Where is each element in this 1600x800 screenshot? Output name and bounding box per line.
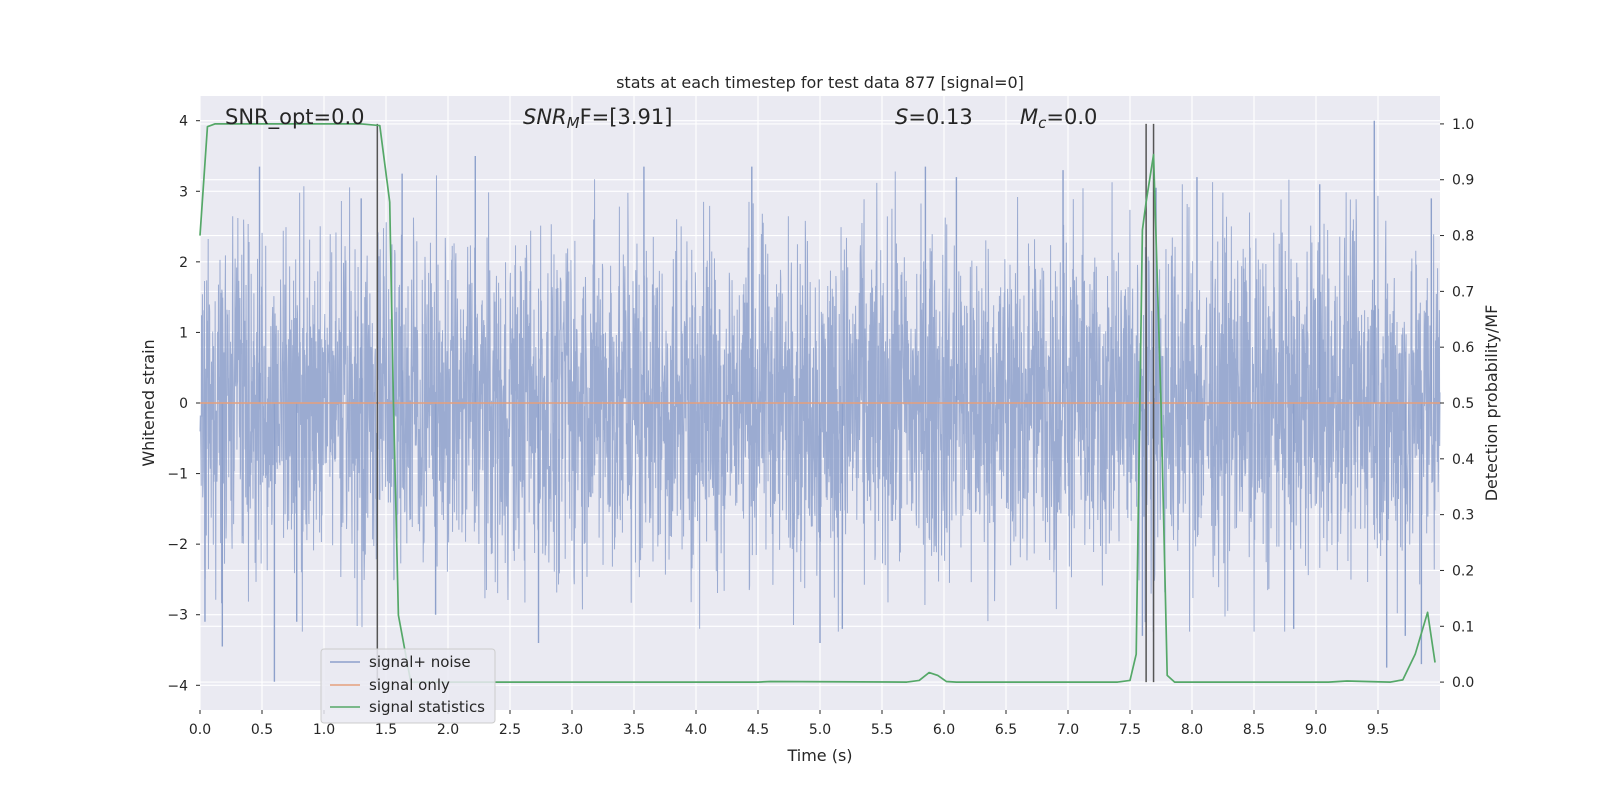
x-axis-ticks: 0.0 0.5 1.0 1.5 2.0 2.5 3.0 3.5 4.0 4.5 5.0 5.5 6.0 6…: [189, 710, 1389, 738]
annotation-s: S=0.13: [895, 105, 973, 129]
y-right-tick-label: 0.6: [1452, 340, 1474, 356]
y-right-axis-label: Detection probability/MF: [1482, 305, 1501, 502]
y-left-tick-label: 2: [179, 255, 188, 271]
legend: signal+ noise signal only signal statist…: [320, 648, 496, 724]
y-right-tick-label: 0.0: [1452, 675, 1474, 691]
x-tick-label: 4.5: [747, 722, 769, 738]
y-right-tick-label: 0.5: [1452, 396, 1474, 412]
y-right-tick-label: 0.9: [1452, 173, 1474, 189]
annotation-snr-mf: SNRMF=[3.91]: [523, 105, 672, 132]
legend-box: [320, 648, 496, 724]
x-tick-label: 1.0: [313, 722, 335, 738]
y-right-axis-ticks: 0.0 0.1 0.2 0.3 0.4 0.5 0.6 0.7 0.8 0.9 1.0: [1440, 117, 1474, 691]
x-tick-label: 2.5: [499, 722, 521, 738]
x-tick-label: 6.0: [933, 722, 955, 738]
y-left-axis-ticks: −4 −3 −2 −1 0 1 2 3 4: [167, 114, 200, 694]
y-left-tick-label: 3: [179, 184, 188, 200]
x-tick-label: 0.5: [251, 722, 273, 738]
x-tick-label: 0.0: [189, 722, 211, 738]
annotation-snr-opt: SNR_opt=0.0: [225, 105, 365, 130]
y-right-tick-label: 0.2: [1452, 563, 1474, 579]
y-left-tick-label: −3: [167, 608, 188, 624]
x-tick-label: 3.5: [623, 722, 645, 738]
legend-label-signal-only: signal only: [369, 676, 450, 694]
legend-label-signal-statistics: signal statistics: [369, 698, 485, 716]
x-tick-label: 7.5: [1119, 722, 1141, 738]
y-left-tick-label: −2: [167, 537, 188, 553]
chart-title: stats at each timestep for test data 877…: [616, 73, 1024, 92]
series-signal-noise: [199, 120, 1441, 682]
x-tick-label: 6.5: [995, 722, 1017, 738]
x-tick-label: 7.0: [1057, 722, 1079, 738]
x-tick-label: 4.0: [685, 722, 707, 738]
y-left-tick-label: 1: [179, 325, 188, 341]
series-signal-statistics: [199, 123, 1436, 683]
vertical-markers: [376, 123, 1155, 683]
x-tick-label: 8.5: [1243, 722, 1265, 738]
x-tick-label: 2.0: [437, 722, 459, 738]
y-left-axis-label: Whitened strain: [139, 339, 158, 466]
x-tick-label: 1.5: [375, 722, 397, 738]
y-right-tick-label: 0.4: [1452, 452, 1474, 468]
x-tick-label: 5.5: [871, 722, 893, 738]
y-right-tick-label: 1.0: [1452, 117, 1474, 133]
x-tick-label: 5.0: [809, 722, 831, 738]
y-left-tick-label: 4: [179, 114, 188, 130]
x-tick-label: 9.5: [1367, 722, 1389, 738]
y-right-tick-label: 0.1: [1452, 619, 1474, 635]
annotation-mc: Mc=0.0: [1020, 105, 1097, 132]
series-line-signal-statistics: [199, 123, 1436, 683]
x-tick-label: 9.0: [1305, 722, 1327, 738]
y-left-tick-label: 0: [179, 396, 188, 412]
legend-label-signal-noise: signal+ noise: [369, 653, 471, 671]
x-axis-label: Time (s): [786, 746, 852, 765]
y-right-tick-label: 0.7: [1452, 284, 1474, 300]
x-tick-label: 3.0: [561, 722, 583, 738]
y-left-tick-label: −4: [167, 678, 188, 694]
y-left-tick-label: −1: [167, 467, 188, 483]
x-tick-label: 8.0: [1181, 722, 1203, 738]
y-right-tick-label: 0.8: [1452, 229, 1474, 245]
y-right-tick-label: 0.3: [1452, 508, 1474, 524]
